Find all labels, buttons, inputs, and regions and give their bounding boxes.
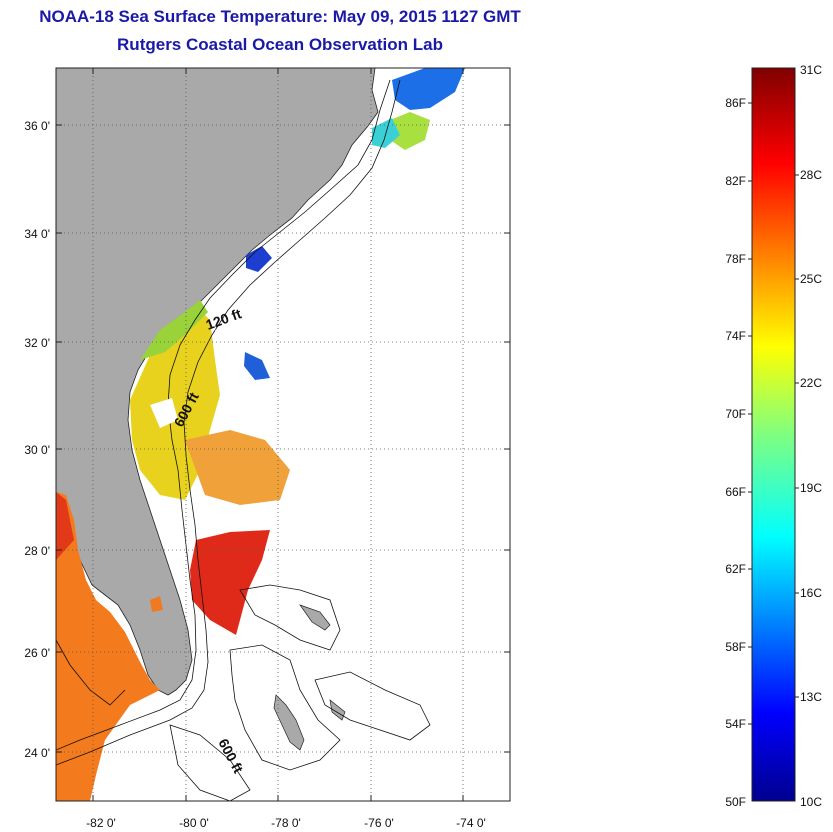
- lat-label: 24 0': [24, 746, 50, 760]
- contour-bahamas: [239, 584, 341, 651]
- lon-label: -82 0': [86, 816, 116, 830]
- sst-swath-offshore-orange: [185, 430, 290, 505]
- map-frame: [55, 67, 511, 802]
- colorbar-ticks: [748, 102, 799, 725]
- sst-swath-green-north: [140, 300, 208, 360]
- colorbar-c-label: 13C: [800, 690, 822, 704]
- colorbar-f-label: 54F: [725, 717, 746, 731]
- sst-swath-hatteras-green: [390, 112, 430, 150]
- colorbar-f-label: 82F: [725, 174, 746, 188]
- contour-gulf: [56, 639, 126, 706]
- colorbar-c-label: 25C: [800, 272, 822, 286]
- colorbar: [751, 67, 796, 802]
- lon-label: -74 0': [456, 816, 486, 830]
- colorbar-f-label: 86F: [725, 96, 746, 110]
- bahamas-island: [273, 694, 305, 751]
- colorbar-f-label: 50F: [725, 795, 746, 809]
- colorbar-f-label: 78F: [725, 252, 746, 266]
- contour-bahamas-3: [314, 671, 431, 741]
- lat-label: 28 0': [24, 544, 50, 558]
- sst-swath-gulf-red: [56, 492, 74, 560]
- colorbar-f-label: 70F: [725, 407, 746, 421]
- lat-label: 30 0': [24, 443, 50, 457]
- colorbar-c-label: 19C: [800, 481, 822, 495]
- sst-swath-gulfstream-red: [190, 530, 270, 635]
- contour-bahamas-4: [169, 724, 251, 801]
- colorbar-c-label: 10C: [800, 795, 822, 809]
- colorbar-f-label: 74F: [725, 329, 746, 343]
- contour-bahamas-2: [229, 644, 341, 771]
- colorbar-c-label: 31C: [800, 63, 822, 77]
- sst-swath-south-orange: [150, 596, 163, 612]
- lat-label: 26 0': [24, 646, 50, 660]
- lon-label: -80 0': [179, 816, 209, 830]
- colorbar-c-label: 28C: [800, 168, 822, 182]
- colorbar-f-label: 62F: [725, 562, 746, 576]
- map-subtitle: Rutgers Coastal Ocean Observation Lab: [117, 35, 443, 54]
- lon-label: -78 0': [271, 816, 301, 830]
- colorbar-c-label: 16C: [800, 586, 822, 600]
- colorbar-c-label: 22C: [800, 376, 822, 390]
- lon-label: -76 0': [364, 816, 394, 830]
- colorbar-f-label: 58F: [725, 640, 746, 654]
- cloud-gap: [150, 398, 178, 428]
- sst-swath-south-florida-gulf: [56, 492, 160, 801]
- bahamas-island: [299, 604, 331, 631]
- map-title: NOAA-18 Sea Surface Temperature: May 09,…: [39, 7, 521, 26]
- contour-600ft: [56, 79, 401, 766]
- sst-swath-blue-patch-2: [244, 352, 270, 380]
- lat-label: 34 0': [24, 227, 50, 241]
- lat-label: 36 0': [24, 119, 50, 133]
- sst-swath-blue-patch: [246, 246, 272, 272]
- us-coast-land: [56, 68, 379, 696]
- colorbar-f-label: 66F: [725, 485, 746, 499]
- sst-swath-hatteras-blue: [392, 68, 465, 110]
- axis-ticks: [56, 68, 510, 801]
- cloud-gap: [215, 322, 240, 350]
- lat-label: 32 0': [24, 336, 50, 350]
